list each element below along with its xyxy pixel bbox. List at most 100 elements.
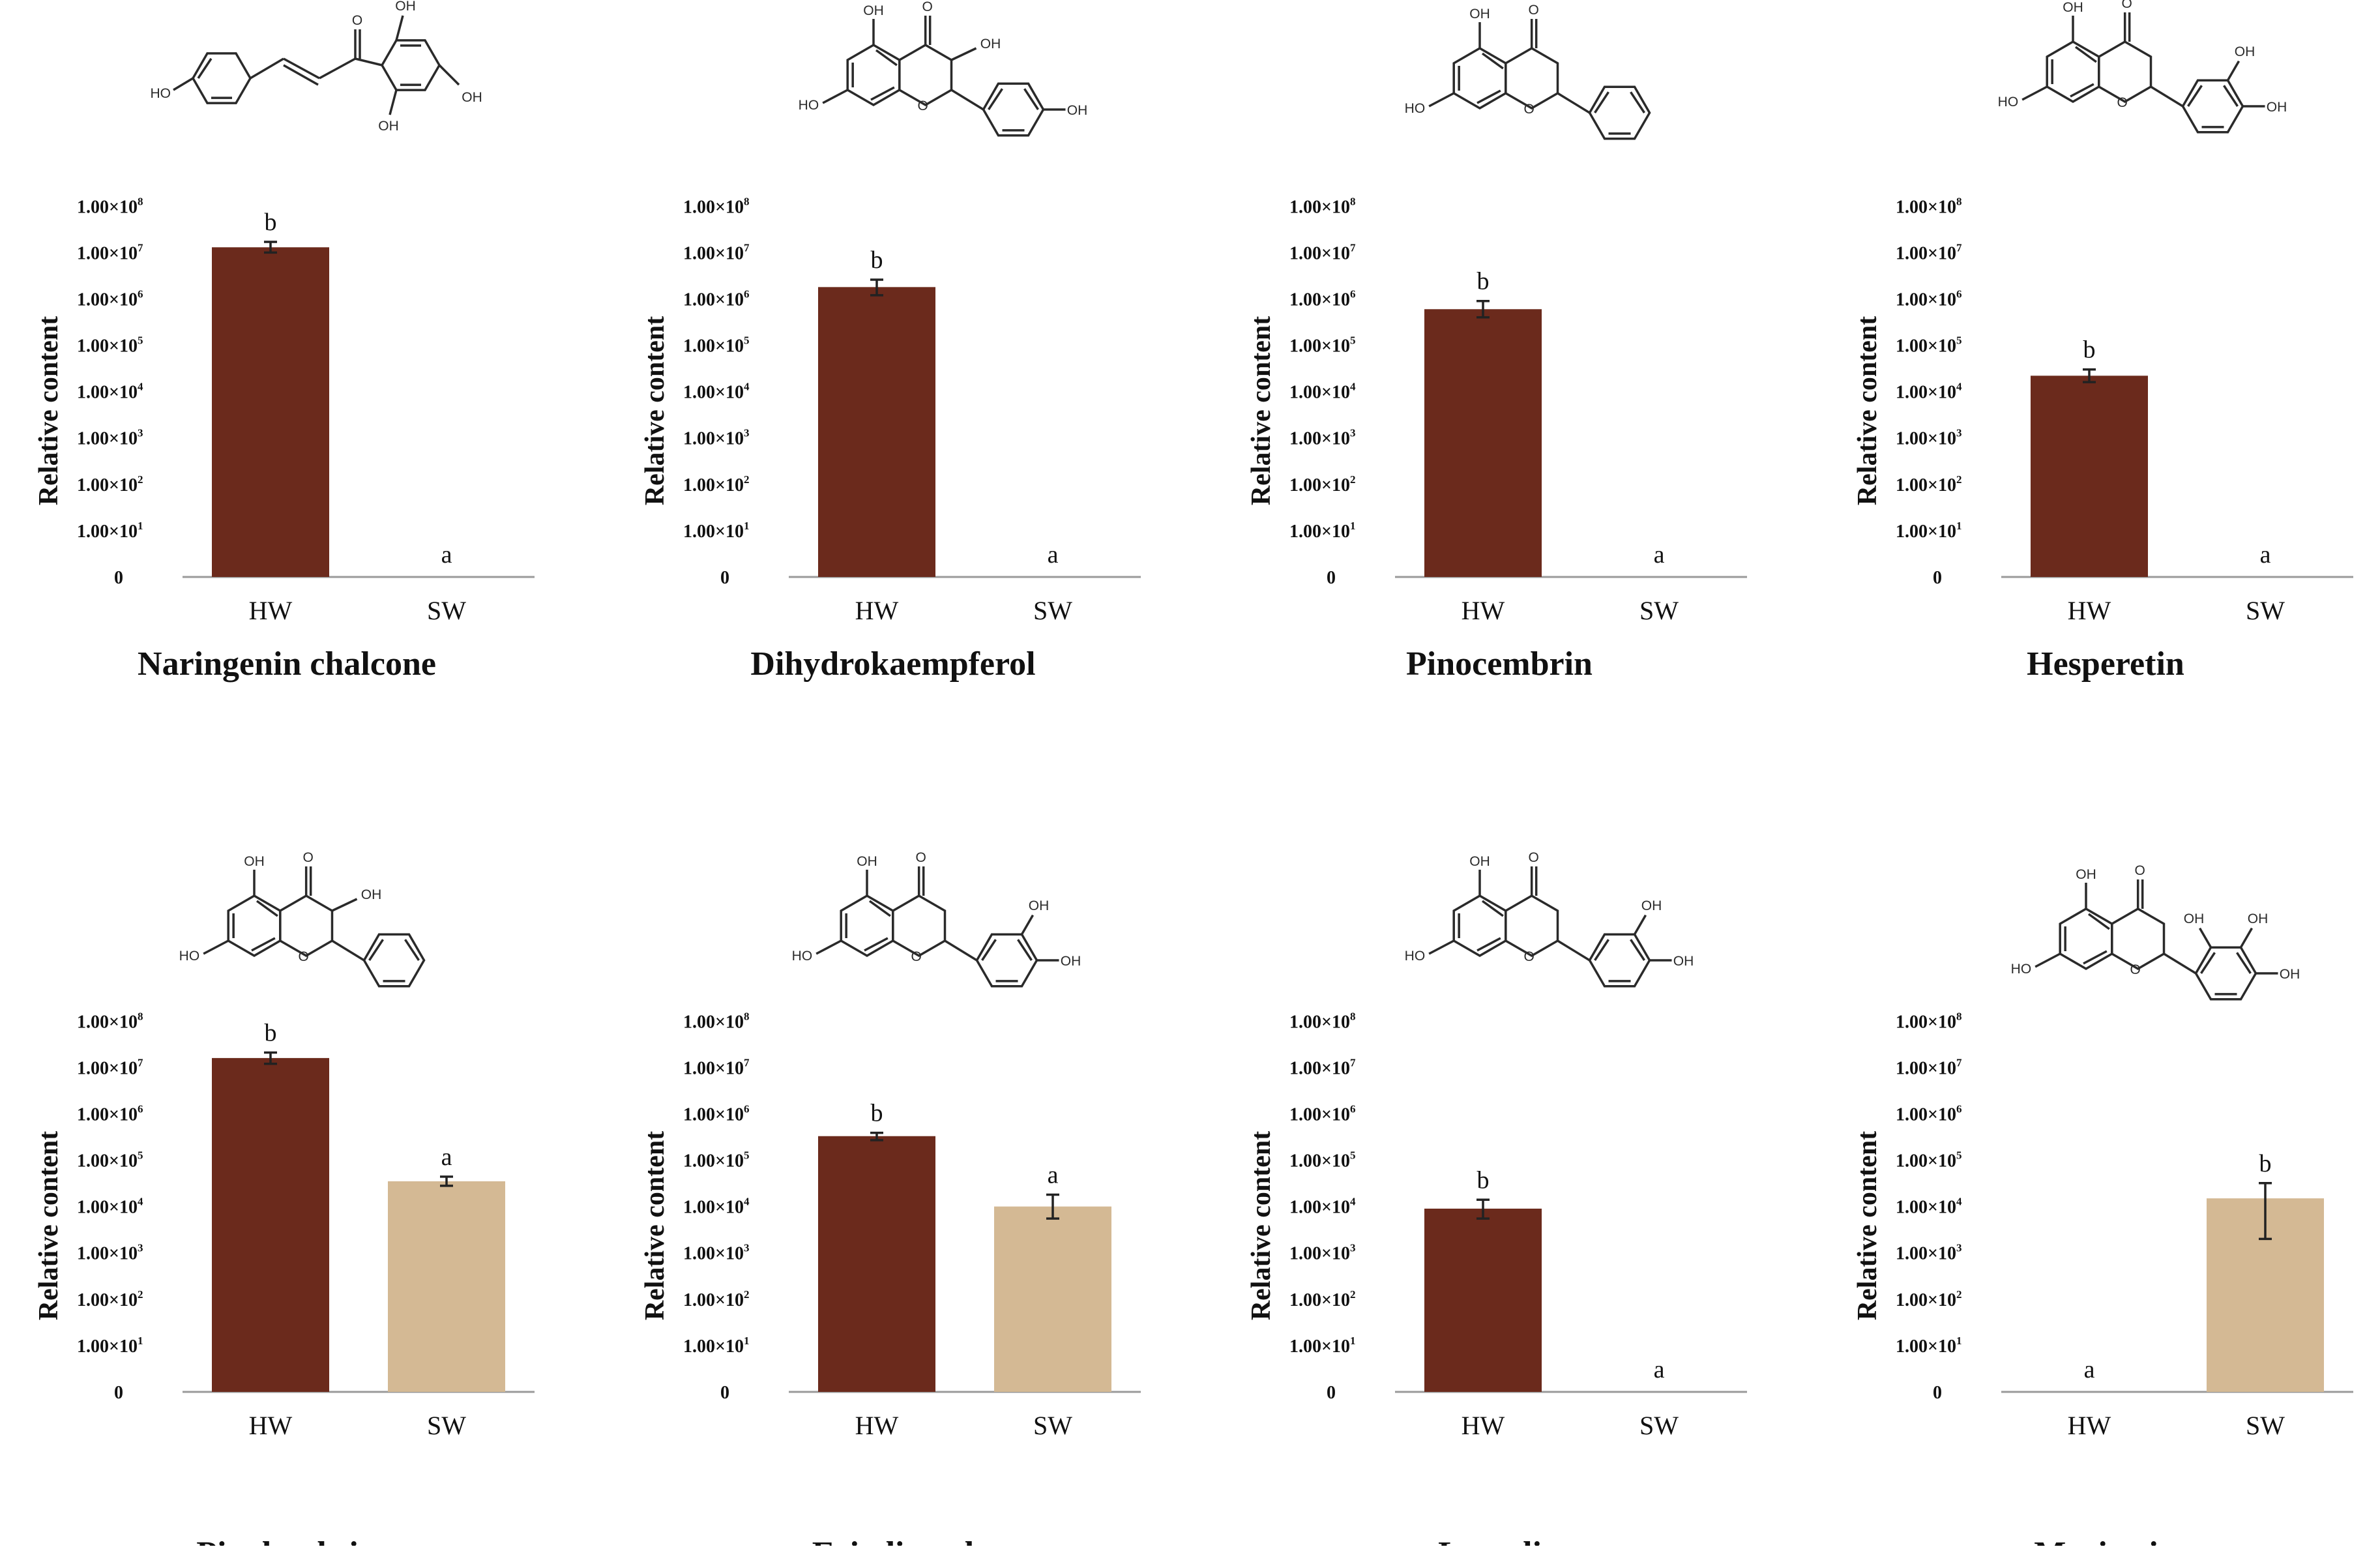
- hydroxyl-label: OH: [2267, 100, 2287, 115]
- ring-a: [1452, 894, 1507, 958]
- x-category-label: HW: [855, 1411, 899, 1440]
- y-tick-exponent: 6: [744, 1102, 750, 1115]
- chart-panel: O O OH HO OH OH 0 1.00×101 1.00×102 1.00×103 1.00×…: [1853, 0, 2353, 683]
- y-tick-label: 1.00×101: [77, 1335, 143, 1357]
- significance-letter: b: [1477, 1166, 1490, 1194]
- y-tick-label: 1.00×102: [683, 473, 749, 495]
- y-tick-exponent: 2: [744, 1288, 750, 1301]
- chart-title: Dihydrokaempferol: [750, 645, 1035, 683]
- y-tick-exponent: 1: [138, 520, 143, 532]
- y-tick-label: 1.00×108: [77, 195, 143, 217]
- chart-title: Eriodictyol: [812, 1535, 974, 1546]
- chart-title: Naringenin chalcone: [138, 645, 436, 683]
- bar-hw: [1424, 1208, 1542, 1392]
- y-tick-exponent: 2: [744, 473, 750, 486]
- ring-oxygen-label: O: [918, 98, 928, 113]
- hydroxyl-label: OH: [1067, 103, 1088, 118]
- hydroxyl-label: HO: [792, 949, 813, 964]
- significance-letter: b: [265, 1020, 277, 1047]
- hydroxyl-label: OH: [1029, 898, 1050, 913]
- bar-sw: [388, 1181, 505, 1392]
- y-tick-label: 1.00×102: [683, 1288, 749, 1310]
- molecule-structure: O O OH HO OH OH: [792, 850, 1081, 988]
- oxygen-label: O: [916, 850, 926, 865]
- y-tick-label: 1.00×108: [1896, 1010, 1961, 1032]
- hydroxyl-label: OH: [1061, 954, 1081, 969]
- y-tick-exponent: 3: [1956, 427, 1962, 439]
- ring-b: [191, 52, 252, 104]
- y-tick-label: 1.00×106: [1896, 1102, 1961, 1125]
- y-tick-exponent: 2: [138, 1288, 143, 1301]
- y-tick-label: 0: [114, 568, 123, 588]
- chart-title: Myricetin: [2034, 1535, 2177, 1546]
- chart-panel: O O OH HO OH OH 0 1.00×101 1.00×102 1.00×103 1.00×…: [1246, 850, 1747, 1549]
- y-tick-exponent: 5: [1956, 1149, 1962, 1162]
- x-category-label: SW: [427, 1411, 466, 1440]
- y-tick-label: 1.00×103: [77, 427, 143, 449]
- ring-a: [840, 894, 894, 958]
- hydroxyl-label: OH: [462, 90, 482, 105]
- y-tick-label: 1.00×105: [683, 334, 749, 357]
- molecule-structure: O O OH HO: [1405, 3, 1651, 140]
- y-tick-label: 1.00×101: [77, 520, 143, 542]
- y-tick-label: 0: [1933, 1383, 1942, 1403]
- oxygen-label: O: [922, 0, 933, 14]
- y-tick-exponent: 8: [744, 195, 750, 207]
- ring-oxygen-label: O: [2130, 962, 2141, 977]
- hydroxyl-label: OH: [2280, 967, 2300, 982]
- x-category-label: HW: [249, 596, 293, 625]
- x-category-label: HW: [855, 596, 899, 625]
- bar-hw: [818, 1136, 935, 1392]
- significance-letter: a: [1654, 541, 1665, 568]
- y-tick-exponent: 8: [1956, 1010, 1962, 1022]
- y-tick-label: 1.00×104: [1896, 1196, 1962, 1218]
- hydroxyl-label: OH: [1469, 7, 1490, 22]
- bar-hw: [2031, 376, 2148, 577]
- y-tick-exponent: 2: [1956, 1288, 1962, 1301]
- hydroxyl-label: OH: [244, 854, 265, 869]
- y-axis-title: Relative content: [1246, 1131, 1276, 1320]
- molecule-structure: O HO OH OH OH: [151, 0, 482, 134]
- ring-oxygen-label: O: [911, 949, 922, 964]
- y-tick-label: 1.00×102: [1289, 1288, 1355, 1310]
- y-tick-exponent: 3: [1350, 1242, 1356, 1254]
- y-tick-label: 1.00×106: [77, 1102, 143, 1125]
- y-tick-label: 1.00×106: [1896, 288, 1961, 310]
- y-tick-label: 1.00×106: [77, 288, 143, 310]
- y-tick-label: 0: [1327, 568, 1336, 588]
- y-tick-label: 1.00×108: [77, 1010, 143, 1032]
- ring-b: [362, 933, 426, 988]
- y-tick-exponent: 8: [1956, 195, 1962, 207]
- y-axis-title: Relative content: [34, 1131, 64, 1320]
- y-tick-label: 1.00×107: [1289, 241, 1356, 263]
- bar-hw: [212, 1057, 329, 1392]
- y-tick-exponent: 3: [744, 427, 750, 439]
- y-tick-exponent: 5: [1350, 334, 1356, 347]
- bar-sw: [994, 1206, 1111, 1392]
- y-tick-exponent: 2: [138, 473, 143, 486]
- chart-panel: O HO OH OH OH 0 1.00×101 1.00×102 1.00×103 1.00×1…: [34, 0, 535, 683]
- y-tick-exponent: 8: [1350, 195, 1356, 207]
- y-tick-label: 0: [1933, 568, 1942, 588]
- ring-b: [1588, 933, 1651, 988]
- y-tick-exponent: 4: [1350, 1196, 1356, 1208]
- y-tick-label: 1.00×105: [1896, 334, 1961, 357]
- y-tick-exponent: 5: [1956, 334, 1962, 347]
- y-tick-exponent: 5: [744, 334, 750, 347]
- y-tick-exponent: 3: [1350, 427, 1356, 439]
- ring-oxygen-label: O: [1524, 102, 1535, 117]
- hydroxyl-label: OH: [378, 119, 399, 134]
- ring-b: [2181, 79, 2244, 134]
- hydroxyl-label: OH: [2076, 867, 2096, 882]
- significance-letter: a: [1048, 541, 1059, 568]
- hydroxyl-label: HO: [2011, 962, 2032, 977]
- y-tick-exponent: 7: [1956, 241, 1962, 254]
- hydroxyl-label: OH: [395, 0, 416, 14]
- x-category-label: SW: [1639, 1411, 1679, 1440]
- y-tick-label: 0: [720, 568, 729, 588]
- hydroxyl-label: OH: [1469, 854, 1490, 869]
- x-category-label: HW: [249, 1411, 293, 1440]
- chart-panel: O O OH HO OH OH OH 0 1.00×101 1.00×102 1.00×103 1.0…: [1853, 863, 2353, 1549]
- hydroxyl-label: HO: [151, 86, 171, 101]
